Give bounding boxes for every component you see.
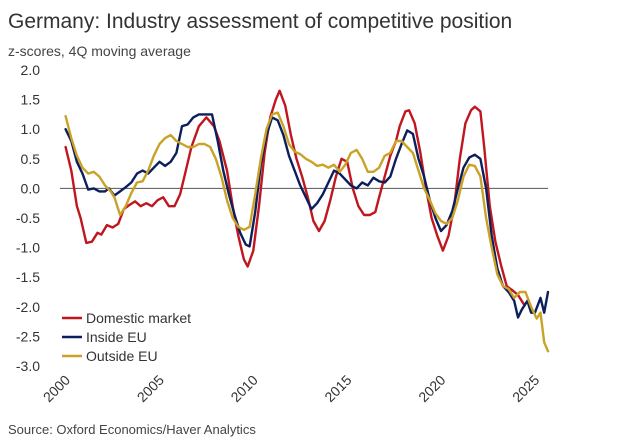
chart-subtitle: z-scores, 4Q moving average xyxy=(8,43,191,59)
x-tick-label: 2015 xyxy=(321,372,354,405)
series-line-inside-eu xyxy=(64,113,550,319)
series-line-outside-eu xyxy=(64,111,550,353)
y-tick-label: 0.5 xyxy=(21,151,41,167)
y-tick-label: -3.0 xyxy=(16,358,40,374)
legend-label-outside-eu: Outside EU xyxy=(86,348,158,364)
y-tick-label: -2.5 xyxy=(16,328,40,344)
x-tick-label: 2010 xyxy=(227,372,260,405)
chart-title: Germany: Industry assessment of competit… xyxy=(8,10,513,33)
x-tick-label: 2005 xyxy=(134,372,167,405)
y-tick-label: -2.0 xyxy=(16,299,40,315)
series-line-domestic-market xyxy=(64,89,525,305)
y-tick-label: 1.5 xyxy=(21,92,41,108)
legend-label-domestic-market: Domestic market xyxy=(86,310,191,326)
series-lines xyxy=(64,89,550,353)
y-tick-label: -0.5 xyxy=(16,210,40,226)
y-axis: 2.0 1.5 1.0 0.5 0.0 -0.5 -1.0 -1.5 -2.0 -2.5 -3.0 xyxy=(16,62,40,374)
legend: Domestic market Inside EU Outside EU xyxy=(62,310,191,364)
y-tick-label: 1.0 xyxy=(21,121,41,137)
x-tick-label: 2025 xyxy=(509,372,542,405)
y-tick-label: 0.0 xyxy=(21,180,41,196)
y-tick-label: 2.0 xyxy=(21,62,41,78)
legend-label-inside-eu: Inside EU xyxy=(86,329,147,345)
x-tick-label: 2020 xyxy=(415,372,448,405)
y-tick-label: -1.5 xyxy=(16,269,40,285)
x-axis: 2000 2005 2010 2015 2020 2025 xyxy=(40,187,548,405)
x-tick-label: 2000 xyxy=(40,372,73,405)
chart-source: Source: Oxford Economics/Haver Analytics xyxy=(8,422,256,437)
y-tick-label: -1.0 xyxy=(16,240,40,256)
